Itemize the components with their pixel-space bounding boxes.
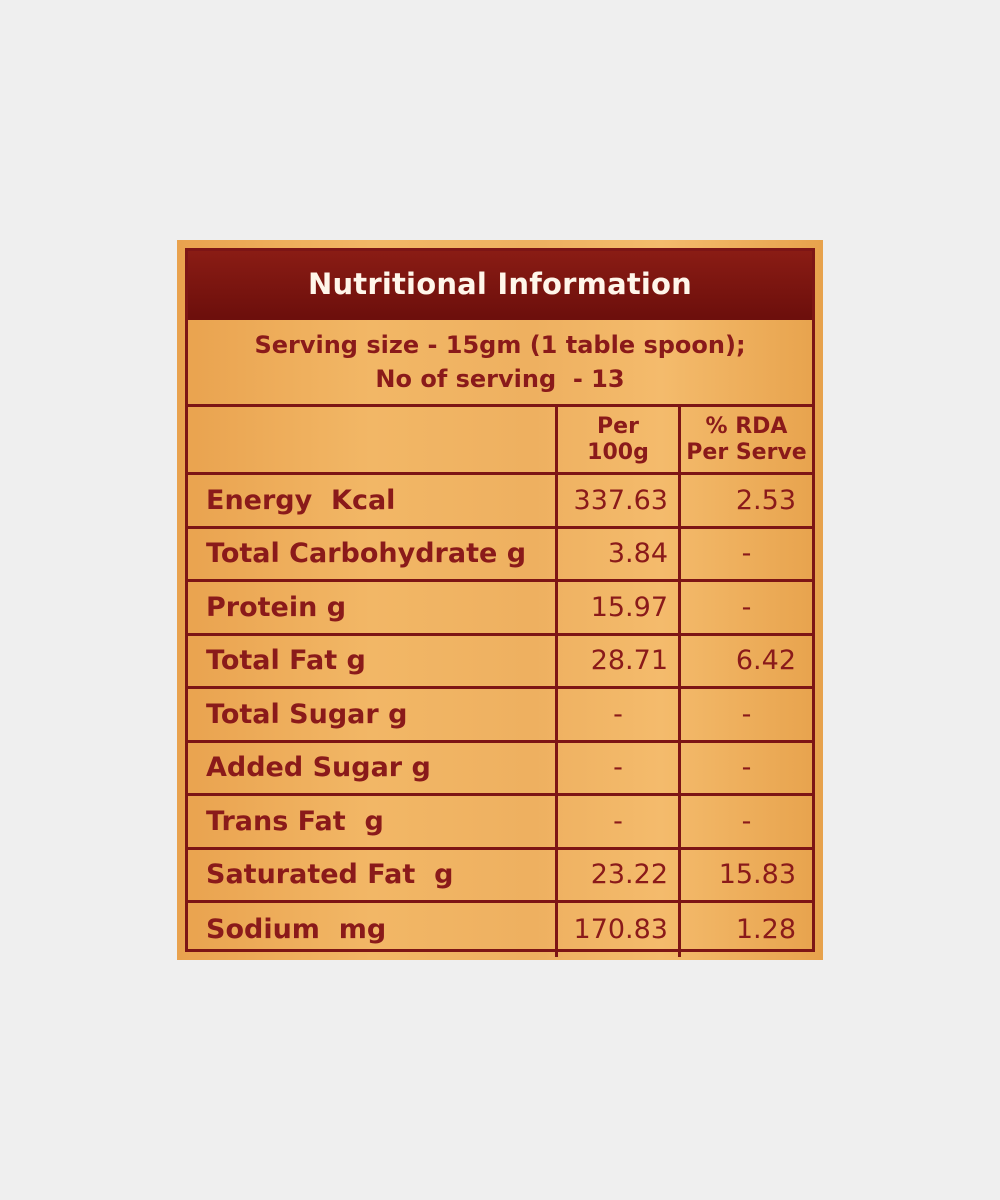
nutrient-name: Total Sugar g xyxy=(188,689,558,740)
rda-per-serve-value: - xyxy=(741,591,752,623)
per-100g-value: - xyxy=(558,796,681,847)
serving-count-text: No of serving - 13 xyxy=(375,365,625,393)
per-100g-value: 337.63 xyxy=(558,475,681,526)
per-100g-value: - xyxy=(558,742,681,793)
table-row: Sodium mg 170.83 1.28 xyxy=(188,903,812,957)
per-100g-value: 28.71 xyxy=(558,635,681,686)
rda-per-serve-value: - xyxy=(741,698,752,730)
per-100g-value: 15.97 xyxy=(558,582,681,633)
per-100g-value: - xyxy=(558,689,681,740)
header-per-100g: Per 100g xyxy=(558,407,681,472)
table-row: Total Fat g 28.71 6.42 xyxy=(188,635,812,689)
nutrient-name: Protein g xyxy=(188,582,558,633)
nutrient-name: Trans Fat g xyxy=(188,796,558,847)
table-row: Saturated Fat g 23.22 15.83 xyxy=(188,849,812,903)
table-row: Protein g 15.97 - xyxy=(188,582,812,636)
table-row: Total Sugar g-- xyxy=(188,689,812,743)
table-row: Added Sugar g-- xyxy=(188,742,812,796)
label-title: Nutritional Information xyxy=(307,267,693,301)
rda-per-serve-value: 6.42 xyxy=(735,645,796,677)
per-100g-value: 170.83 xyxy=(558,903,681,957)
rda-per-serve-value: - xyxy=(741,752,752,784)
rda-per-serve-value: - xyxy=(741,805,752,837)
rda-per-serve-value: - xyxy=(741,538,752,570)
rda-per-serve-value: 2.53 xyxy=(735,484,796,516)
label-frame: Nutritional Information Serving size - 1… xyxy=(185,248,815,957)
serving-info: Serving size - 15gm (1 table spoon); No … xyxy=(188,320,812,407)
header-nutrient-cell xyxy=(188,407,558,472)
nutrient-name: Saturated Fat g xyxy=(188,849,558,900)
nutrition-table: Per 100g % RDA Per Serve Energy Kcal 337.… xyxy=(188,407,812,957)
table-row: Energy Kcal 337.63 2.53 xyxy=(188,475,812,529)
per-100g-value: 23.22 xyxy=(558,849,681,900)
serving-size-text: Serving size - 15gm (1 table spoon); xyxy=(254,331,746,359)
label-header: Nutritional Information xyxy=(188,251,812,320)
nutrient-name: Sodium mg xyxy=(188,903,558,957)
rda-per-serve-value: 15.83 xyxy=(718,859,796,891)
nutrient-name: Energy Kcal xyxy=(188,475,558,526)
rda-per-serve-value: 1.28 xyxy=(735,914,796,946)
header-rda-line1: % RDA xyxy=(705,413,788,439)
nutrient-name: Total Carbohydrate g xyxy=(188,528,558,579)
table-header-row: Per 100g % RDA Per Serve xyxy=(188,407,812,475)
header-rda-line2: Per Serve xyxy=(686,439,807,465)
nutrient-name: Added Sugar g xyxy=(188,742,558,793)
header-per-line1: Per xyxy=(597,413,639,439)
header-per-line2: 100g xyxy=(587,439,649,465)
nutrition-label: Nutritional Information Serving size - 1… xyxy=(177,240,823,960)
header-rda-per-serve: % RDA Per Serve xyxy=(681,407,812,472)
nutrient-name: Total Fat g xyxy=(188,635,558,686)
table-row: Total Carbohydrate g 3.84 - xyxy=(188,528,812,582)
per-100g-value: 3.84 xyxy=(558,528,681,579)
table-row: Trans Fat g-- xyxy=(188,796,812,850)
